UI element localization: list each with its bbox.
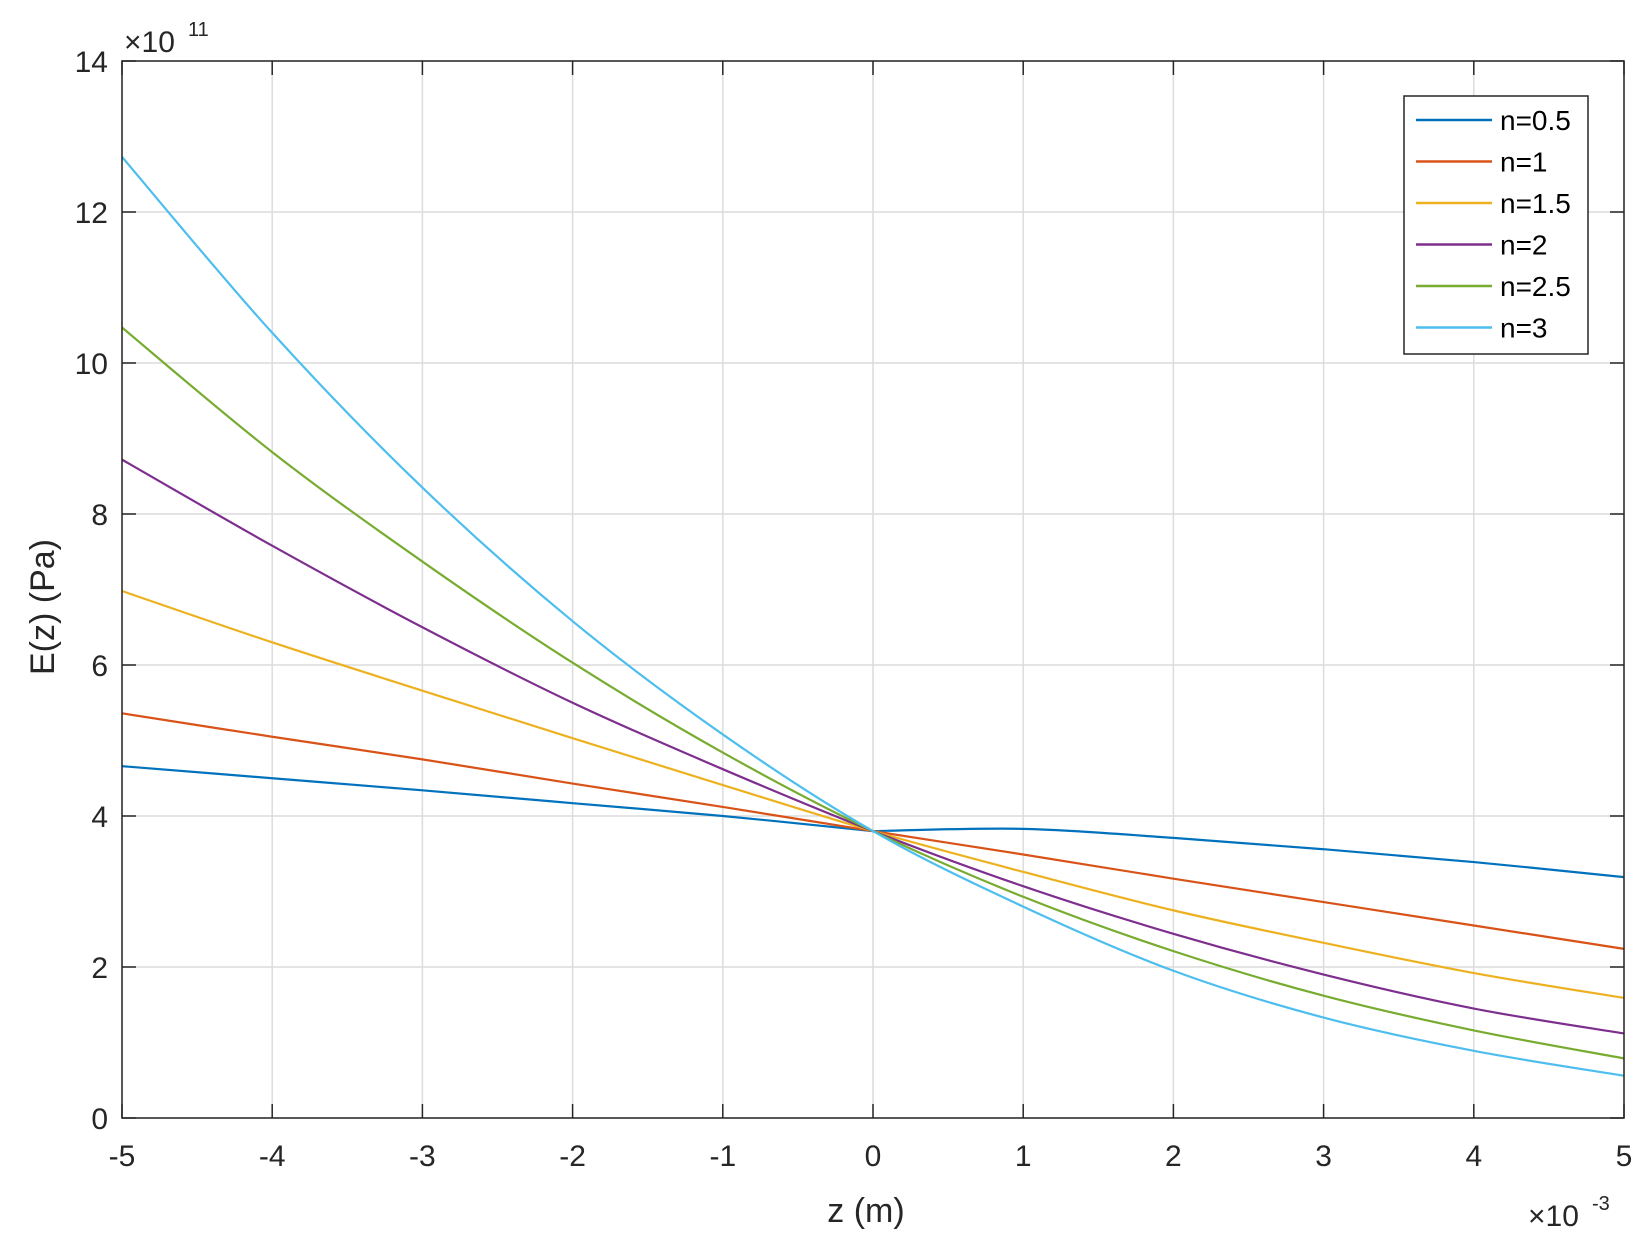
legend-box <box>1403 95 1589 355</box>
x-axis-label: z (m) <box>827 1192 904 1230</box>
x-tick-label: -4 <box>259 1140 286 1173</box>
legend-label: n=1 <box>1500 147 1548 178</box>
x-axis-exponent: ×10 -3 <box>1528 1193 1610 1233</box>
svg-text:×10: ×10 <box>1528 1200 1579 1233</box>
y-tick-label: 6 <box>91 650 108 683</box>
y-tick-label: 4 <box>91 801 108 834</box>
legend-label: n=3 <box>1500 313 1548 344</box>
series-lines <box>121 156 1625 1077</box>
x-tick-label: 0 <box>865 1140 882 1173</box>
y-tick-label: 2 <box>91 952 108 985</box>
legend-label: n=0.5 <box>1500 105 1571 136</box>
y-axis-exponent: ×10 11 <box>124 19 209 59</box>
x-tick-label: -5 <box>109 1140 136 1173</box>
y-tick-label: 10 <box>75 348 108 381</box>
x-tick-label: 2 <box>1165 1140 1182 1173</box>
y-tick-label: 12 <box>75 197 108 230</box>
y-tick-label: 14 <box>75 46 108 79</box>
svg-text:-3: -3 <box>1592 1193 1610 1215</box>
x-tick-labels: -5 -4 -3 -2 -1 0 1 2 3 4 5 <box>109 1140 1633 1173</box>
x-tick-label: -3 <box>409 1140 436 1173</box>
series-line-5 <box>121 326 1625 1060</box>
series-line-6 <box>121 156 1625 1077</box>
axis-ticks <box>121 60 1625 1119</box>
x-tick-label: -1 <box>709 1140 736 1173</box>
y-tick-label: 0 <box>91 1103 108 1136</box>
legend-label: n=2.5 <box>1500 271 1571 302</box>
y-tick-labels: 0 2 4 6 8 10 12 14 <box>75 46 108 1136</box>
x-tick-label: -2 <box>559 1140 586 1173</box>
y-axis-label: E(z) (Pa) <box>24 539 62 675</box>
legend: n=0.5 n=1 n=1.5 n=2 n=2.5 n=3 <box>1403 95 1589 355</box>
x-tick-label: 1 <box>1015 1140 1032 1173</box>
y-tick-label: 8 <box>91 499 108 532</box>
svg-text:×10: ×10 <box>124 26 175 59</box>
x-tick-label: 3 <box>1315 1140 1332 1173</box>
x-tick-label: 4 <box>1465 1140 1482 1173</box>
legend-label: n=1.5 <box>1500 188 1571 219</box>
svg-text:11: 11 <box>188 19 209 41</box>
legend-label: n=2 <box>1500 230 1548 261</box>
x-tick-label: 5 <box>1616 1140 1633 1173</box>
